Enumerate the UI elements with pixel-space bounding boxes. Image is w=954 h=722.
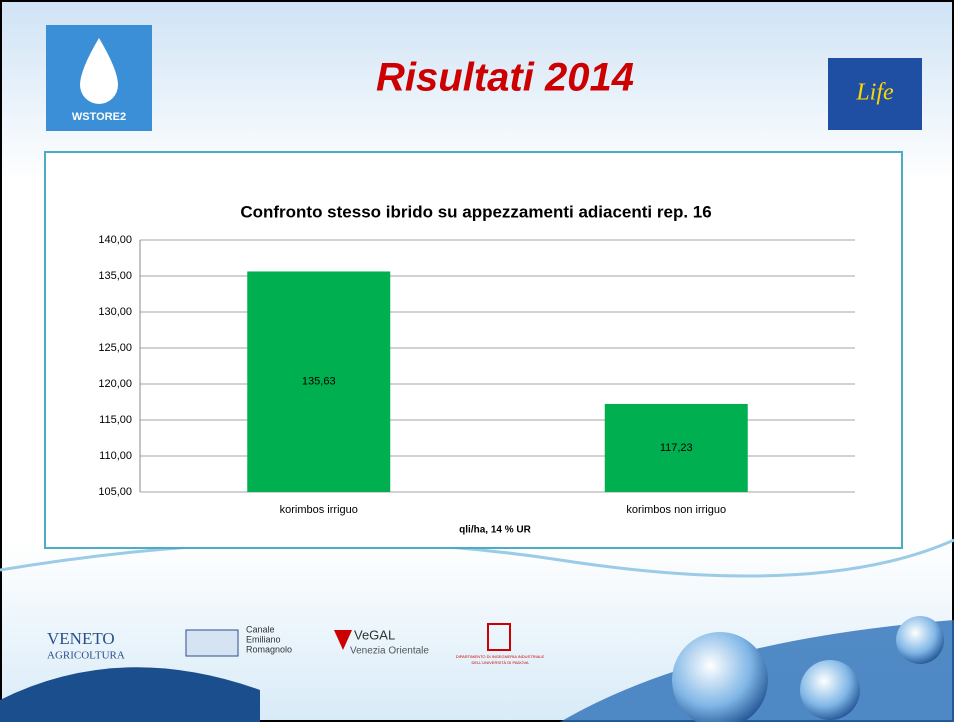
footer-logo-box [186, 630, 238, 656]
y-tick-label: 110,00 [99, 450, 132, 462]
y-tick-label: 105,00 [98, 486, 132, 498]
footer-logo-text: Canale [246, 624, 275, 634]
footer-logo-text: DELL'UNIVERSITÀ DI PADOVA [471, 660, 528, 665]
y-tick-label: 125,00 [98, 342, 132, 354]
y-tick-label: 115,00 [99, 414, 132, 426]
footer-logo-text: Emiliano [246, 634, 281, 644]
footer-logo-text: VeGAL [354, 627, 395, 642]
footer-logo-text: VENETO [47, 629, 115, 648]
y-tick-label: 135,00 [98, 270, 132, 282]
x-axis-label: qli/ha, 14 % UR [459, 525, 531, 536]
footer-logo-text: Venezia Orientale [350, 646, 429, 657]
slide: WSTORE2 Risultati 2014 Life Confronto st… [0, 0, 954, 722]
footer-logo-text: DIPARTIMENTO DI INGEGNERIA INDUSTRIALE [456, 654, 545, 659]
bubble [800, 660, 860, 720]
footer-logo-text: Romagnolo [246, 644, 292, 654]
logo-left-text: WSTORE2 [72, 111, 126, 123]
y-tick-label: 130,00 [98, 306, 132, 318]
footer-logo-text: AGRICOLTURA [47, 650, 125, 662]
x-tick-label: korimbos non irriguo [626, 504, 726, 516]
slide-title: Risultati 2014 [376, 56, 634, 100]
x-tick-label: korimbos irriguo [280, 504, 358, 516]
data-label: 135,63 [302, 376, 336, 388]
bubble [896, 616, 944, 664]
logo-right-text: Life [855, 80, 894, 106]
y-tick-label: 120,00 [98, 378, 132, 390]
chart-title: Confronto stesso ibrido su appezzamenti … [240, 202, 711, 221]
y-tick-label: 140,00 [98, 234, 132, 246]
data-label: 117,23 [660, 442, 693, 454]
